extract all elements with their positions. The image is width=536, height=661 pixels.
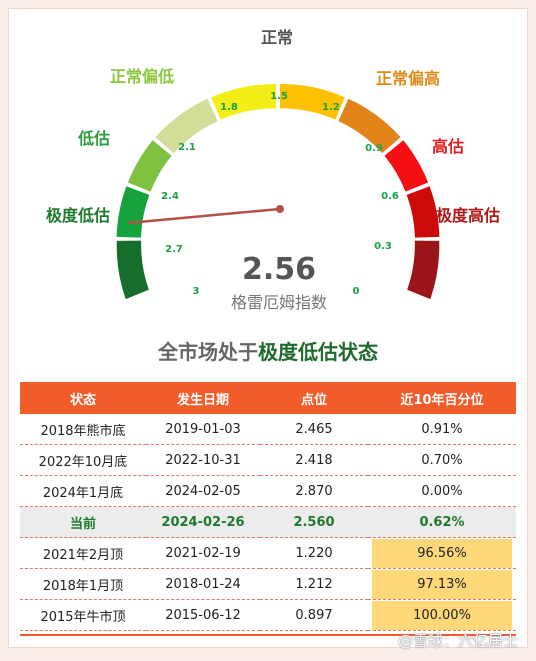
- tick-label: 2.7: [165, 244, 183, 255]
- percentile-value: 100.00%: [372, 600, 512, 630]
- tick-label: 1.8: [220, 102, 238, 113]
- cell-date: 2024-02-05: [146, 475, 260, 507]
- cell-point: 1.212: [260, 568, 368, 600]
- tick-label: 0: [353, 286, 360, 297]
- header-state: 状态: [20, 382, 146, 414]
- cell-date: 2018-01-24: [146, 568, 260, 600]
- cell-percentile: 0.00%: [368, 475, 516, 507]
- tick-label: 2.1: [178, 142, 196, 153]
- gauge-segment-extreme-high-a: [406, 186, 440, 238]
- gauge-segment-normal-high-a: [280, 83, 345, 120]
- gauge-needle-hub: [276, 205, 284, 213]
- cell-point: 1.220: [260, 537, 368, 569]
- tick-label: 3: [193, 286, 200, 297]
- cell-state: 2018年1月顶: [20, 568, 146, 600]
- header-percentile: 近10年百分位: [368, 382, 516, 414]
- gauge-value: 2.56: [242, 252, 316, 287]
- cell-percentile: 96.56%: [368, 537, 516, 569]
- market-status-headline: 全市场处于极度低估状态: [0, 336, 536, 365]
- table-row: 2018年熊市底 2019-01-03 2.465 0.91%: [20, 414, 516, 445]
- cell-point: 2.418: [260, 444, 368, 476]
- cell-date: 2024-02-26: [146, 506, 260, 538]
- cell-date: 2021-02-19: [146, 537, 260, 569]
- cell-date: 2022-10-31: [146, 444, 260, 476]
- cell-state: 2021年2月顶: [20, 537, 146, 569]
- zone-label-low: 低估: [77, 129, 110, 148]
- percentile-value: 0.91%: [421, 421, 463, 437]
- table-row: 2024年1月底 2024-02-05 2.870 0.00%: [20, 475, 516, 507]
- gauge-segment-low: [127, 140, 172, 192]
- table-row: 2015年牛市顶 2015-06-12 0.897 100.00%: [20, 599, 516, 631]
- cell-percentile: 0.62%: [368, 506, 516, 538]
- watermark: @雪球：六亿居士: [397, 632, 518, 650]
- cell-point: 0.897: [260, 599, 368, 631]
- gauge-needle: [127, 207, 281, 225]
- cell-state: 2024年1月底: [20, 475, 146, 507]
- table-bottom-border: [20, 634, 516, 636]
- cell-percentile: 100.00%: [368, 599, 516, 631]
- table-header-row: 状态 发生日期 点位 近10年百分位: [20, 382, 516, 414]
- percentile-value: 0.70%: [421, 452, 463, 468]
- gauge-segment-normal-low: [155, 98, 218, 154]
- zone-label-normal-low: 正常偏低: [110, 67, 174, 86]
- cell-date: 2019-01-03: [146, 414, 260, 445]
- header-date: 发生日期: [146, 382, 260, 414]
- percentile-value: 0.00%: [421, 483, 463, 499]
- tick-label: 2.4: [161, 191, 179, 202]
- cell-percentile: 97.13%: [368, 568, 516, 600]
- gauge-segment-high: [384, 140, 429, 192]
- gauge-segment-extreme-high-b: [407, 240, 440, 300]
- table-row: 2021年2月顶 2021-02-19 1.220 96.56%: [20, 537, 516, 569]
- cell-point: 2.870: [260, 475, 368, 507]
- cell-state: 2022年10月底: [20, 444, 146, 476]
- tick-label: 1.2: [322, 102, 340, 113]
- header-point: 点位: [260, 382, 368, 414]
- zone-label-extreme-high: 极度高估: [436, 206, 500, 225]
- table-row: 2018年1月顶 2018-01-24 1.212 97.13%: [20, 568, 516, 600]
- cell-point: 2.560: [260, 506, 368, 538]
- gauge-subtitle: 格雷厄姆指数: [231, 293, 327, 312]
- gauge-segment-normal: [211, 83, 276, 120]
- zone-label-extreme-low: 极度低估: [46, 206, 110, 225]
- tick-label: 0.9: [365, 143, 383, 154]
- history-table: 状态 发生日期 点位 近10年百分位 2018年熊市底 2019-01-03 2…: [20, 382, 516, 631]
- gauge-segment-low-deep: [116, 186, 150, 238]
- percentile-value: 0.62%: [419, 514, 465, 530]
- graham-gauge: 3 2.7 2.4 2.1 1.8 1.5 1.2 0.9 0.6 0.3 0 …: [46, 28, 500, 312]
- headline-prefix: 全市场处于: [158, 340, 258, 364]
- tick-label: 0.6: [381, 191, 399, 202]
- cell-date: 2015-06-12: [146, 599, 260, 631]
- tick-label: 1.5: [270, 91, 288, 102]
- zone-label-normal: 正常: [261, 28, 293, 47]
- cell-state: 当前: [20, 506, 146, 538]
- cell-point: 2.465: [260, 414, 368, 445]
- table-row-current: 当前 2024-02-26 2.560 0.62%: [20, 506, 516, 538]
- tick-label: 0.3: [374, 241, 392, 252]
- cell-state: 2015年牛市顶: [20, 599, 146, 631]
- cell-percentile: 0.70%: [368, 444, 516, 476]
- percentile-value: 96.56%: [372, 538, 512, 568]
- zone-label-high: 高估: [432, 137, 464, 156]
- gauge-segment-normal-high-b: [338, 98, 401, 154]
- headline-highlight: 极度低估状态: [258, 340, 378, 364]
- cell-percentile: 0.91%: [368, 414, 516, 445]
- percentile-value: 97.13%: [372, 569, 512, 599]
- zone-label-normal-high: 正常偏高: [376, 69, 440, 88]
- cell-state: 2018年熊市底: [20, 414, 146, 445]
- table-row: 2022年10月底 2022-10-31 2.418 0.70%: [20, 444, 516, 476]
- gauge-segment-extreme-low: [116, 240, 149, 300]
